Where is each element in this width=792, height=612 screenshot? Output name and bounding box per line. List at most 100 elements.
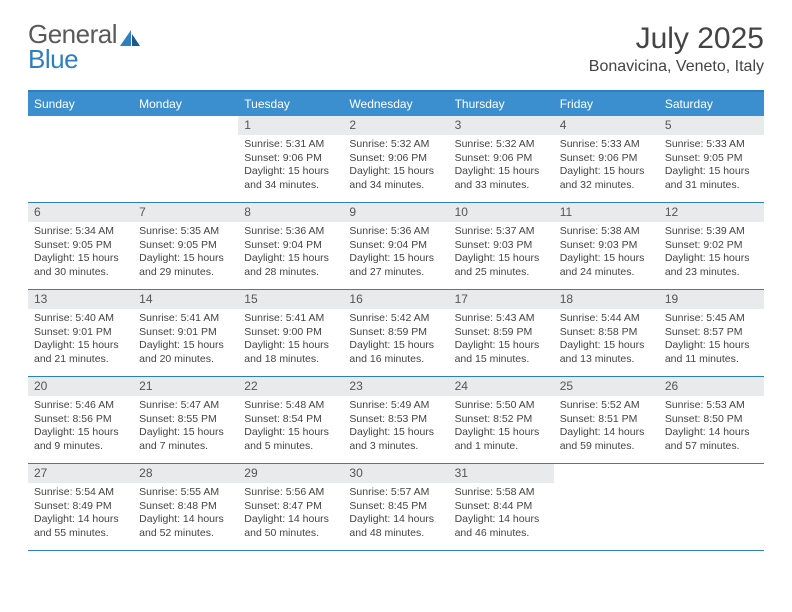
weekday-wednesday: Wednesday xyxy=(343,92,448,116)
day-cell: 22Sunrise: 5:48 AMSunset: 8:54 PMDayligh… xyxy=(238,377,343,463)
day-number: 5 xyxy=(659,116,764,135)
day-number: 29 xyxy=(238,464,343,483)
daylight-text: Daylight: 15 hours and 33 minutes. xyxy=(455,165,548,192)
sunset-text: Sunset: 9:03 PM xyxy=(560,239,653,252)
day-info: Sunrise: 5:53 AMSunset: 8:50 PMDaylight:… xyxy=(659,396,764,457)
day-number: 19 xyxy=(659,290,764,309)
day-info: Sunrise: 5:31 AMSunset: 9:06 PMDaylight:… xyxy=(238,135,343,196)
day-info: Sunrise: 5:49 AMSunset: 8:53 PMDaylight:… xyxy=(343,396,448,457)
sunset-text: Sunset: 9:02 PM xyxy=(665,239,758,252)
sunrise-text: Sunrise: 5:52 AM xyxy=(560,399,653,412)
day-cell xyxy=(659,464,764,550)
day-cell: 25Sunrise: 5:52 AMSunset: 8:51 PMDayligh… xyxy=(554,377,659,463)
daylight-text: Daylight: 15 hours and 23 minutes. xyxy=(665,252,758,279)
day-info: Sunrise: 5:44 AMSunset: 8:58 PMDaylight:… xyxy=(554,309,659,370)
sunset-text: Sunset: 8:47 PM xyxy=(244,500,337,513)
location-text: Bonavicina, Veneto, Italy xyxy=(589,58,764,76)
day-cell: 6Sunrise: 5:34 AMSunset: 9:05 PMDaylight… xyxy=(28,203,133,289)
sunrise-text: Sunrise: 5:53 AM xyxy=(665,399,758,412)
sunrise-text: Sunrise: 5:33 AM xyxy=(665,138,758,151)
sunset-text: Sunset: 8:50 PM xyxy=(665,413,758,426)
day-number: 23 xyxy=(343,377,448,396)
sunset-text: Sunset: 9:06 PM xyxy=(560,152,653,165)
day-number: 4 xyxy=(554,116,659,135)
day-number: 7 xyxy=(133,203,238,222)
sunrise-text: Sunrise: 5:32 AM xyxy=(349,138,442,151)
day-info: Sunrise: 5:48 AMSunset: 8:54 PMDaylight:… xyxy=(238,396,343,457)
sunset-text: Sunset: 8:48 PM xyxy=(139,500,232,513)
sunrise-text: Sunrise: 5:32 AM xyxy=(455,138,548,151)
day-number: 30 xyxy=(343,464,448,483)
week-row: 20Sunrise: 5:46 AMSunset: 8:56 PMDayligh… xyxy=(28,377,764,464)
day-number: 17 xyxy=(449,290,554,309)
day-cell: 4Sunrise: 5:33 AMSunset: 9:06 PMDaylight… xyxy=(554,116,659,202)
day-cell: 2Sunrise: 5:32 AMSunset: 9:06 PMDaylight… xyxy=(343,116,448,202)
sunset-text: Sunset: 8:56 PM xyxy=(34,413,127,426)
day-number: 6 xyxy=(28,203,133,222)
day-number: 16 xyxy=(343,290,448,309)
day-cell: 10Sunrise: 5:37 AMSunset: 9:03 PMDayligh… xyxy=(449,203,554,289)
sunset-text: Sunset: 8:58 PM xyxy=(560,326,653,339)
day-number: 21 xyxy=(133,377,238,396)
day-cell: 17 Sunrise: 5:43 AMSunset: 8:59 PMDayligh… xyxy=(449,290,554,376)
day-info: Sunrise: 5:45 AMSunset: 8:57 PMDaylight:… xyxy=(659,309,764,370)
brand-sail-icon xyxy=(119,29,143,47)
day-cell: 27Sunrise: 5:54 AMSunset: 8:49 PMDayligh… xyxy=(28,464,133,550)
day-cell: 23Sunrise: 5:49 AMSunset: 8:53 PMDayligh… xyxy=(343,377,448,463)
daylight-text: Daylight: 15 hours and 28 minutes. xyxy=(244,252,337,279)
sunset-text: Sunset: 8:45 PM xyxy=(349,500,442,513)
daylight-text: Daylight: 15 hours and 31 minutes. xyxy=(665,165,758,192)
day-number: 12 xyxy=(659,203,764,222)
calendar: Sunday Monday Tuesday Wednesday Thursday… xyxy=(28,90,764,551)
sunrise-text: Sunrise: 5:48 AM xyxy=(244,399,337,412)
sunrise-text: Sunrise: 5:33 AM xyxy=(560,138,653,151)
day-number: 22 xyxy=(238,377,343,396)
day-info: Sunrise: 5:41 AMSunset: 9:00 PMDaylight:… xyxy=(238,309,343,370)
sunset-text: Sunset: 9:04 PM xyxy=(349,239,442,252)
day-number: 24 xyxy=(449,377,554,396)
day-cell: 7Sunrise: 5:35 AMSunset: 9:05 PMDaylight… xyxy=(133,203,238,289)
day-number: 9 xyxy=(343,203,448,222)
day-info: Sunrise: 5:39 AMSunset: 9:02 PMDaylight:… xyxy=(659,222,764,283)
weeks-container: 1Sunrise: 5:31 AMSunset: 9:06 PMDaylight… xyxy=(28,116,764,551)
daylight-text: Daylight: 15 hours and 7 minutes. xyxy=(139,426,232,453)
day-info: Sunrise: 5:56 AMSunset: 8:47 PMDaylight:… xyxy=(238,483,343,544)
day-info: Sunrise: 5:38 AMSunset: 9:03 PMDaylight:… xyxy=(554,222,659,283)
day-cell: 1Sunrise: 5:31 AMSunset: 9:06 PMDaylight… xyxy=(238,116,343,202)
sunrise-text: Sunrise: 5:43 AM xyxy=(455,312,548,325)
sunset-text: Sunset: 9:01 PM xyxy=(139,326,232,339)
sunset-text: Sunset: 9:03 PM xyxy=(455,239,548,252)
day-cell: 24Sunrise: 5:50 AMSunset: 8:52 PMDayligh… xyxy=(449,377,554,463)
sunrise-text: Sunrise: 5:45 AM xyxy=(665,312,758,325)
day-info: Sunrise: 5:57 AMSunset: 8:45 PMDaylight:… xyxy=(343,483,448,544)
sunset-text: Sunset: 8:51 PM xyxy=(560,413,653,426)
daylight-text: Daylight: 15 hours and 5 minutes. xyxy=(244,426,337,453)
sunrise-text: Sunrise: 5:56 AM xyxy=(244,486,337,499)
daylight-text: Daylight: 15 hours and 15 minutes. xyxy=(455,339,548,366)
sunset-text: Sunset: 9:06 PM xyxy=(244,152,337,165)
daylight-text: Daylight: 14 hours and 55 minutes. xyxy=(34,513,127,540)
daylight-text: Daylight: 15 hours and 34 minutes. xyxy=(244,165,337,192)
daylight-text: Daylight: 14 hours and 46 minutes. xyxy=(455,513,548,540)
day-number: 31 xyxy=(449,464,554,483)
daylight-text: Daylight: 15 hours and 34 minutes. xyxy=(349,165,442,192)
daylight-text: Daylight: 15 hours and 1 minute. xyxy=(455,426,548,453)
sunset-text: Sunset: 8:59 PM xyxy=(455,326,548,339)
day-number: 20 xyxy=(28,377,133,396)
day-info: Sunrise: 5:55 AMSunset: 8:48 PMDaylight:… xyxy=(133,483,238,544)
daylight-text: Daylight: 15 hours and 24 minutes. xyxy=(560,252,653,279)
day-info: Sunrise: 5:33 AMSunset: 9:06 PMDaylight:… xyxy=(554,135,659,196)
sunrise-text: Sunrise: 5:49 AM xyxy=(349,399,442,412)
weekday-header-row: Sunday Monday Tuesday Wednesday Thursday… xyxy=(28,92,764,116)
daylight-text: Daylight: 15 hours and 25 minutes. xyxy=(455,252,548,279)
week-row: 27Sunrise: 5:54 AMSunset: 8:49 PMDayligh… xyxy=(28,464,764,551)
daylight-text: Daylight: 15 hours and 13 minutes. xyxy=(560,339,653,366)
daylight-text: Daylight: 15 hours and 3 minutes. xyxy=(349,426,442,453)
day-number: 28 xyxy=(133,464,238,483)
week-row: 13Sunrise: 5:40 AMSunset: 9:01 PMDayligh… xyxy=(28,290,764,377)
sunrise-text: Sunrise: 5:41 AM xyxy=(244,312,337,325)
day-cell: 5Sunrise: 5:33 AMSunset: 9:05 PMDaylight… xyxy=(659,116,764,202)
weekday-sunday: Sunday xyxy=(28,92,133,116)
daylight-text: Daylight: 15 hours and 11 minutes. xyxy=(665,339,758,366)
sunrise-text: Sunrise: 5:42 AM xyxy=(349,312,442,325)
